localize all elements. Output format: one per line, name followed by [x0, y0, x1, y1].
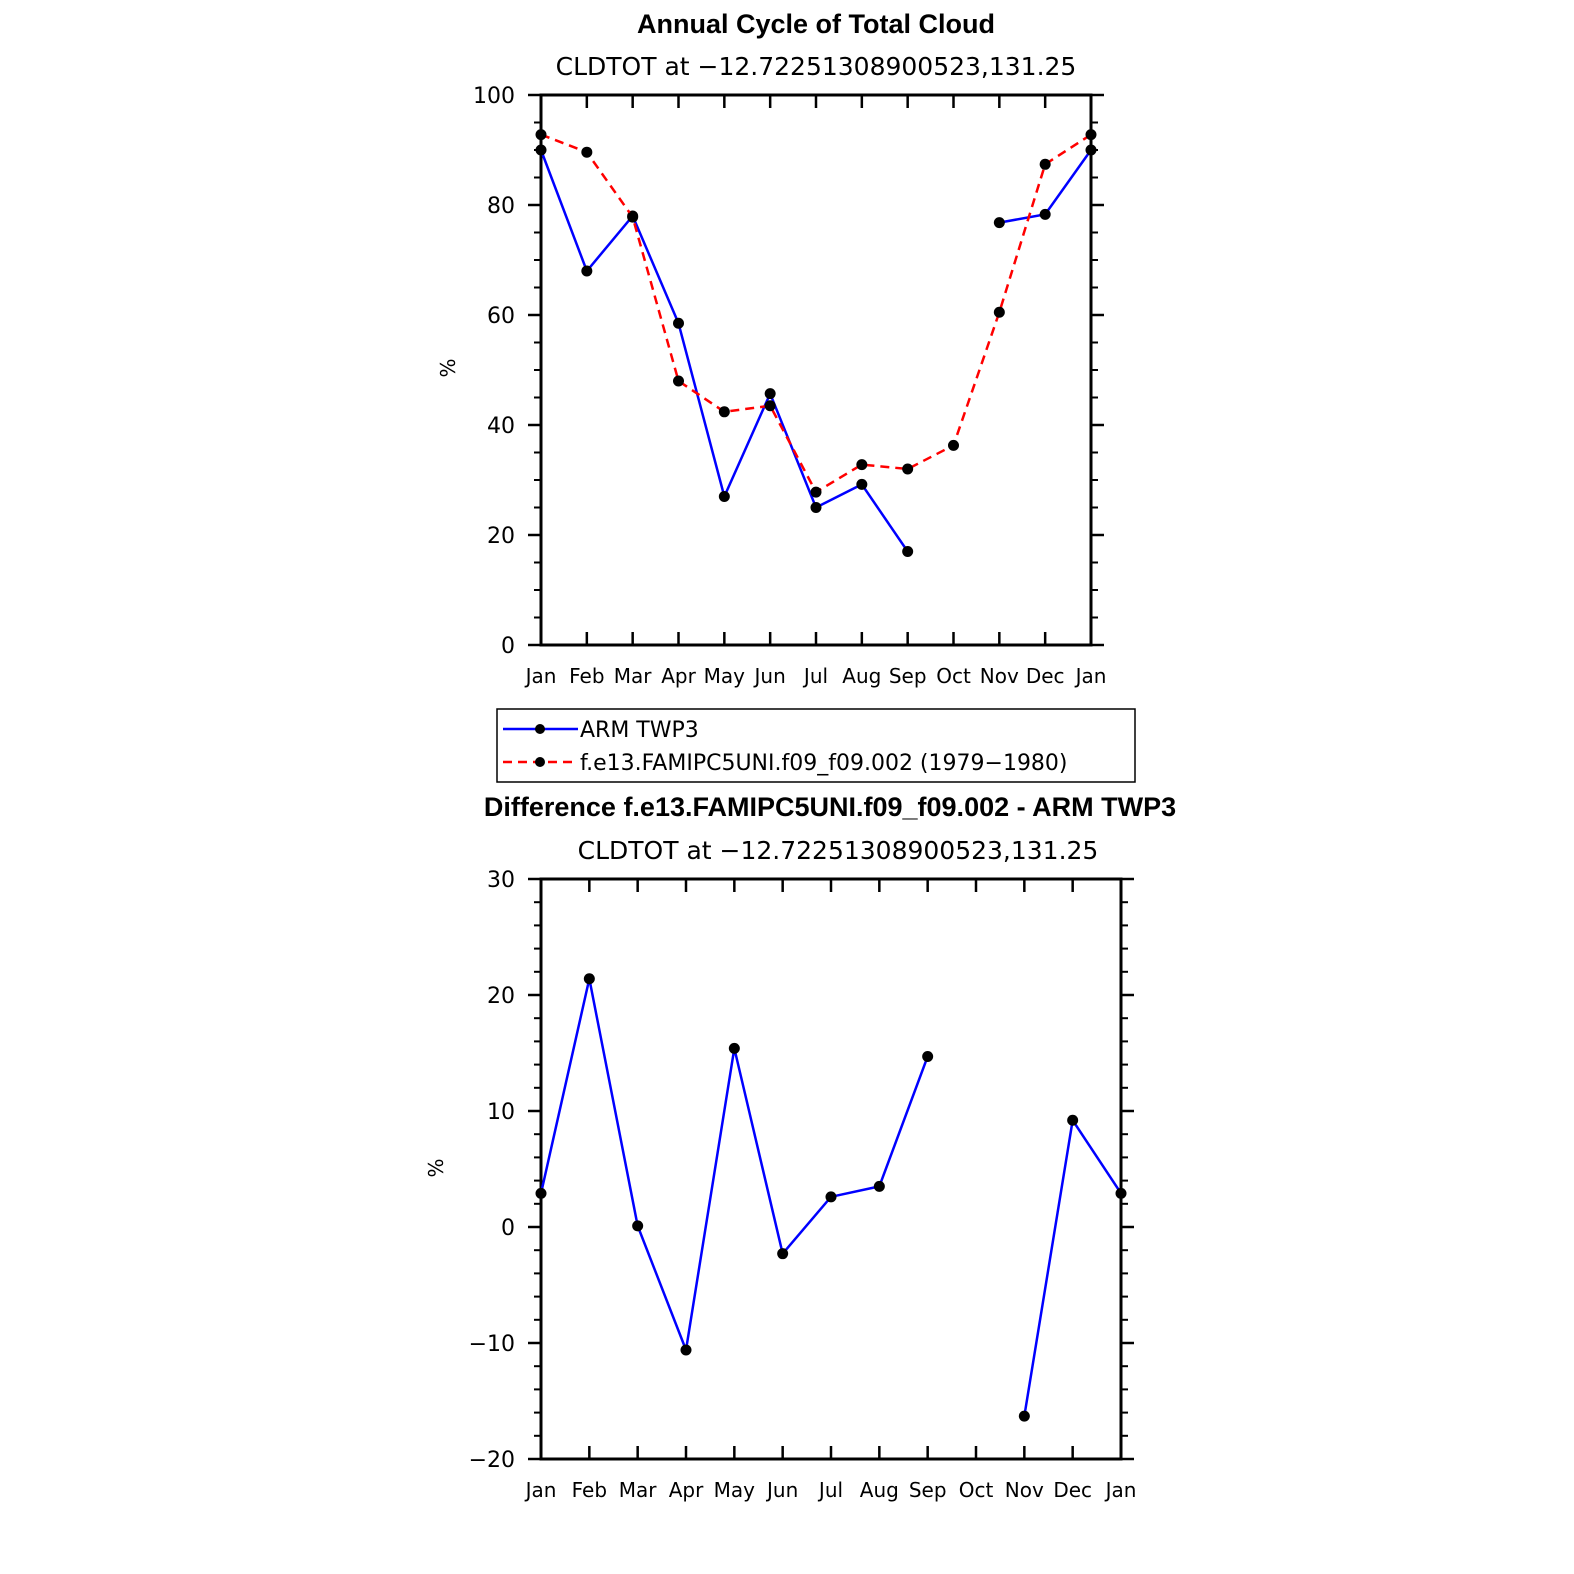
top-xtick-label: Aug	[842, 664, 881, 688]
legend-marker-model	[535, 757, 545, 767]
top-xtick-label: Dec	[1026, 664, 1065, 688]
bottom-series-0-point	[777, 1248, 789, 1260]
top-series-1-point	[1085, 129, 1097, 141]
bottom-ytick-label: 10	[487, 1100, 515, 1125]
top-series-1-point	[535, 129, 547, 141]
bottom-xtick-label: Oct	[959, 1478, 994, 1502]
bottom-xtick-label: Feb	[572, 1478, 607, 1502]
top-series-0-point	[718, 491, 730, 502]
top-series-1-point	[581, 146, 593, 158]
top-series-0-point	[673, 317, 684, 329]
bottom-xtick-label: Jul	[817, 1478, 843, 1502]
top-series-0-point	[581, 265, 593, 277]
top-series-0-point	[902, 546, 914, 557]
legend-box	[496, 708, 1136, 783]
bottom-xtick-label: Apr	[669, 1478, 704, 1502]
top-series-1-point	[627, 211, 639, 223]
bottom-xtick-label: Jun	[765, 1478, 798, 1502]
bottom-series-0-point	[728, 1042, 740, 1054]
bottom-chart-subtitle: CLDTOT at −12.72251308900523,131.25	[578, 836, 1099, 865]
top-xtick-label: Feb	[569, 664, 604, 688]
bottom-xtick-label: Nov	[1005, 1478, 1044, 1502]
top-chart-title: Annual Cycle of Total Cloud	[637, 9, 995, 39]
bottom-series-0-point	[1067, 1114, 1079, 1126]
bottom-series-0-line	[539, 978, 929, 1355]
legend-marker-arm	[535, 724, 545, 734]
bottom-series-0-point	[1115, 1187, 1127, 1199]
bottom-chart-frame	[539, 877, 1123, 1461]
bottom-ytick-label: 0	[501, 1216, 515, 1241]
bottom-series-0-point	[680, 1344, 692, 1356]
bottom-series-0-point	[825, 1191, 837, 1203]
bottom-xtick-label: Aug	[860, 1478, 899, 1502]
bottom-series-0-line	[1023, 1116, 1123, 1417]
legend: ARM TWP3 f.e13.FAMIPC5UNI.f09_f09.002 (1…	[496, 708, 1136, 783]
legend-label-model: f.e13.FAMIPC5UNI.f09_f09.002 (1979−1980)	[580, 751, 1068, 776]
top-series-1-point	[718, 406, 730, 418]
bottom-ytick-label: 30	[487, 868, 515, 893]
top-series-1-point	[810, 486, 822, 498]
top-chart-series	[535, 129, 1097, 557]
bottom-series-0-point	[583, 973, 595, 985]
top-xtick-label: Sep	[889, 664, 927, 688]
top-ytick-label: 60	[487, 304, 515, 329]
top-series-0-point	[764, 388, 776, 400]
top-series-0-point	[856, 478, 868, 490]
top-xtick-label: Nov	[980, 664, 1019, 688]
bottom-series-0-point	[632, 1220, 644, 1232]
top-xtick-label: Jan	[524, 664, 557, 688]
top-series-1-point	[1039, 158, 1051, 170]
top-xtick-label: May	[704, 664, 746, 688]
top-xtick-label: Jun	[753, 664, 786, 688]
bottom-chart-title: Difference f.e13.FAMIPC5UNI.f09_f09.002 …	[484, 792, 1176, 822]
top-series-1-point	[948, 439, 959, 451]
top-series-1-point	[764, 400, 776, 412]
top-ytick-label: 40	[487, 414, 515, 439]
bottom-xtick-label: Dec	[1053, 1478, 1092, 1502]
bottom-xtick-label: Sep	[909, 1478, 947, 1502]
top-chart-frame	[539, 93, 1093, 647]
bottom-series-0-point	[873, 1180, 885, 1192]
top-series-1-point	[673, 375, 684, 387]
bottom-series-0-point	[535, 1187, 547, 1199]
top-ytick-label: 80	[487, 194, 515, 219]
bottom-xtick-label: Jan	[1104, 1478, 1137, 1502]
top-series-0-point	[993, 217, 1005, 229]
top-xtick-label: Jan	[1074, 664, 1107, 688]
top-series-1-point	[902, 463, 914, 475]
top-xtick-label: Oct	[936, 664, 971, 688]
top-series-0-point	[810, 502, 822, 513]
top-ytick-label: 0	[501, 634, 515, 659]
bottom-series-0-point	[922, 1050, 934, 1062]
bottom-series-0-point	[1018, 1410, 1030, 1422]
bottom-ytick-label: 20	[487, 984, 515, 1009]
bottom-ytick-label: −20	[469, 1448, 515, 1473]
top-chart-ticks: Jan Feb Mar Apr May Jun Jul Aug Sep Oct Nov Dec Jan 0…	[473, 84, 1106, 688]
bottom-xtick-label: Mar	[619, 1478, 658, 1502]
bottom-chart-series	[535, 973, 1127, 1422]
top-chart-subtitle: CLDTOT at −12.72251308900523,131.25	[556, 52, 1077, 81]
top-chart-ylabel: %	[436, 358, 460, 377]
top-xtick-label: Jul	[802, 664, 828, 688]
legend-label-arm: ARM TWP3	[580, 718, 699, 743]
bottom-xtick-label: Jan	[524, 1478, 557, 1502]
top-ytick-label: 100	[473, 84, 515, 109]
top-xtick-label: Apr	[661, 664, 696, 688]
bottom-xtick-label: May	[714, 1478, 756, 1502]
top-series-0-point	[535, 144, 547, 156]
bottom-chart-ticks: Jan Feb Mar Apr May Jun Jul Aug Sep Oct Nov Dec Jan−…	[469, 868, 1137, 1502]
top-ytick-label: 20	[487, 524, 515, 549]
top-series-1-line	[540, 133, 1092, 494]
bottom-chart-ylabel: %	[424, 1158, 448, 1177]
top-xtick-label: Mar	[614, 664, 653, 688]
bottom-ytick-label: −10	[469, 1332, 515, 1357]
top-series-0-point	[1039, 208, 1051, 220]
top-series-1-point	[993, 306, 1005, 318]
top-series-1-point	[856, 459, 868, 471]
top-series-0-point	[1085, 144, 1097, 156]
